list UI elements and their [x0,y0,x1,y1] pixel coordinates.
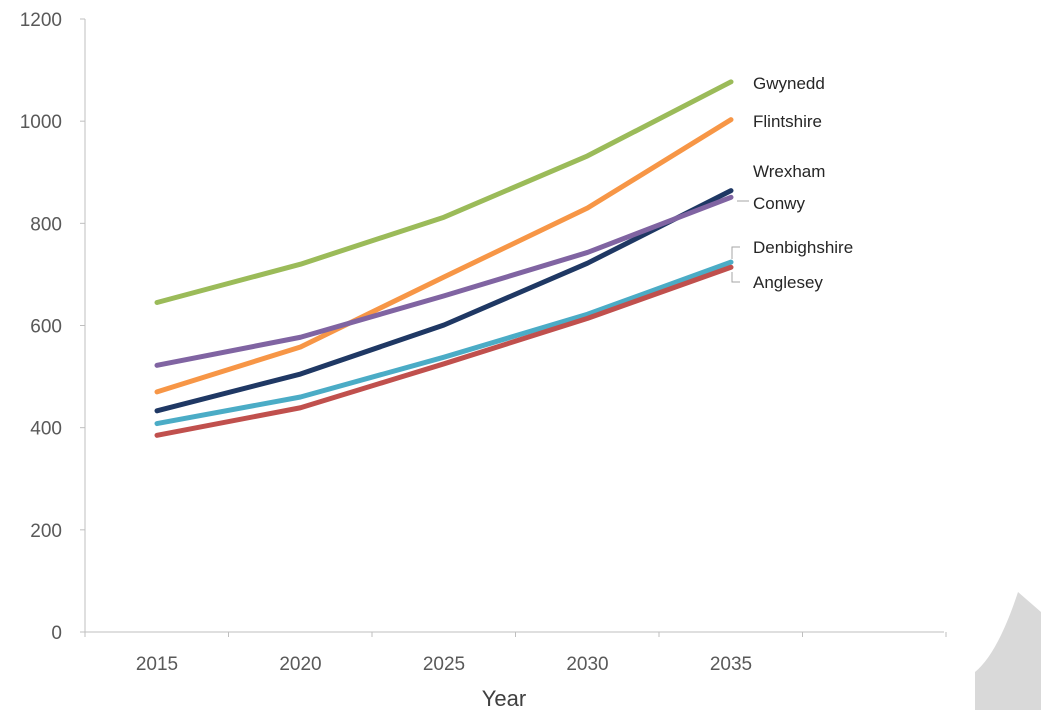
y-tick-label: 800 [30,214,62,235]
label-leader-line [731,246,740,259]
label-leader-line [731,272,740,283]
series-labels: Gwynedd Flintshire Wrexham Conwy Denbighshir… [731,74,853,292]
y-tick-label: 1000 [20,112,62,133]
y-tick-label: 600 [30,317,62,338]
x-axis-title: Year [482,686,526,710]
series-line-flintshire [154,117,734,395]
decorative-swoosh [975,592,1041,710]
series-line-anglesey [154,264,734,438]
y-tick-label: 0 [51,623,62,644]
x-tick-label: 2025 [423,654,465,675]
x-axis-ticks: 2015 2020 2025 2030 2035 [84,632,947,675]
series-line-conwy [154,194,734,368]
x-tick-label: 2035 [710,654,752,675]
series-label-conwy: Conwy [753,194,805,213]
series-label-gwynedd: Gwynedd [753,74,825,93]
y-tick-label: 200 [30,521,62,542]
series-lines [154,79,734,438]
series-label-denbighshire: Denbighshire [753,238,853,257]
y-tick-label: 400 [30,419,62,440]
x-tick-label: 2030 [566,654,608,675]
series-line-denbighshire [154,259,734,427]
series-label-anglesey: Anglesey [753,273,823,292]
series-line-gwynedd [154,79,734,306]
series-label-flintshire: Flintshire [753,112,822,131]
x-tick-label: 2015 [136,654,178,675]
series-label-wrexham: Wrexham [753,162,825,181]
y-axis-ticks: 0 200 400 600 800 1000 1200 [20,10,85,644]
y-tick-label: 1200 [20,10,62,31]
axes [84,19,944,633]
series-line-wrexham [154,188,734,414]
x-tick-label: 2020 [279,654,321,675]
